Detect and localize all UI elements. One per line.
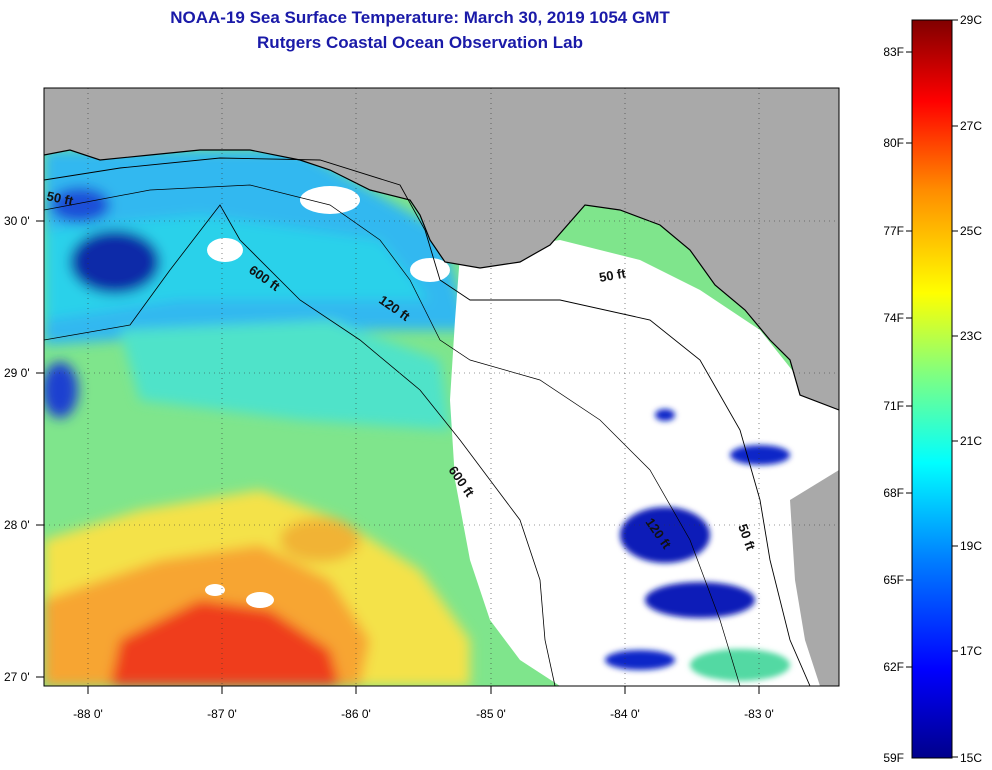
lat-tick-label: 30 0' (4, 214, 30, 228)
colorbar-f-label: 77F (883, 224, 904, 238)
map-title: NOAA-19 Sea Surface Temperature: March 3… (170, 8, 670, 27)
colorbar-f-label: 80F (883, 136, 904, 150)
contour-120ft (44, 184, 741, 686)
map-frame (43, 87, 840, 687)
map-panel: 50 ft 600 ft 120 ft 50 ft 600 ft 120 ft … (44, 88, 839, 686)
lon-tick-label: -83 0' (744, 707, 774, 721)
colorbar-f-label: 83F (883, 45, 904, 59)
colorbar-c-label: 29C (960, 13, 982, 27)
lon-tick-label: -87 0' (207, 707, 237, 721)
colorbar-c-label: 27C (960, 119, 982, 133)
map-subtitle: Rutgers Coastal Ocean Observation Lab (257, 33, 583, 52)
land-peninsula (790, 470, 839, 686)
lat-tick-label: 27 0' (4, 670, 30, 684)
colorbar-c-label: 15C (960, 751, 982, 765)
lat-tick-label: 28 0' (4, 518, 30, 532)
colorbar-f-label: 59F (883, 751, 904, 765)
lon-tick-label: -86 0' (341, 707, 371, 721)
contour-50ft (44, 157, 811, 686)
lon-tick-label: -85 0' (476, 707, 506, 721)
colorbar-c-label: 21C (960, 434, 982, 448)
colorbar-f-label: 65F (883, 573, 904, 587)
lon-tick-label: -84 0' (610, 707, 640, 721)
cold-patches-east (605, 409, 790, 681)
colorbar (911, 19, 953, 759)
cloud-cover-east (450, 240, 839, 686)
lon-tick-label: -88 0' (73, 707, 103, 721)
land-mass (44, 88, 839, 410)
colorbar-ticks (906, 19, 958, 758)
contour-label: 50 ft (45, 188, 75, 208)
contour-600ft (44, 204, 556, 686)
lat-tick-label: 29 0' (4, 366, 30, 380)
coastline (44, 149, 839, 411)
colorbar-f-label: 68F (883, 486, 904, 500)
colorbar-f-label: 62F (883, 660, 904, 674)
colorbar-c-label: 19C (960, 539, 982, 553)
colorbar-c-label: 17C (960, 644, 982, 658)
sst-shading (44, 150, 470, 686)
axis-ticks (36, 220, 760, 694)
colorbar-c-label: 25C (960, 224, 982, 238)
colorbar-f-label: 71F (883, 399, 904, 413)
colorbar-f-label: 74F (883, 311, 904, 325)
colorbar-c-label: 23C (960, 329, 982, 343)
contour-label: 50 ft (598, 265, 628, 285)
